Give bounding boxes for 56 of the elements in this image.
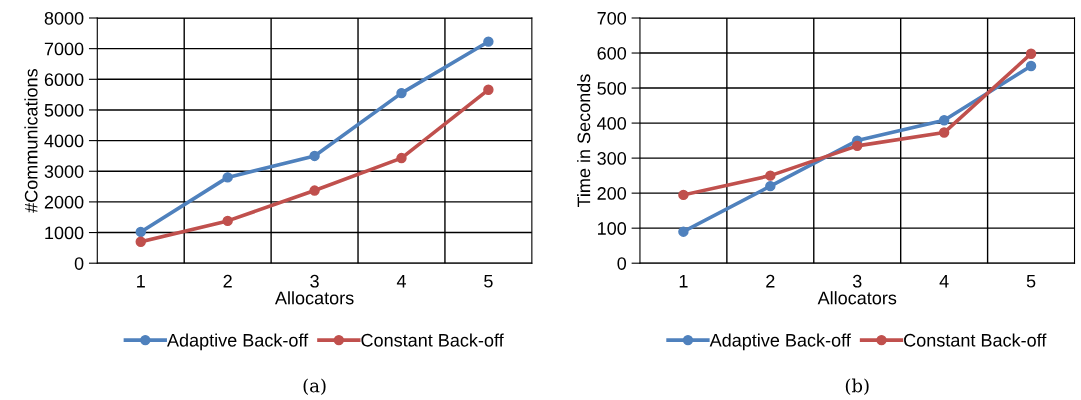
x-tick-label: 1: [679, 274, 688, 288]
y-tick-label: 6000: [44, 73, 84, 87]
point: [765, 180, 776, 192]
x-tick-label: 2: [766, 274, 775, 288]
legend-label: Adaptive Back-off: [709, 333, 851, 351]
y-tick-label: 0: [617, 257, 627, 270]
y-tick-label: 4000: [44, 134, 84, 148]
x-tick-label: 1: [137, 274, 145, 288]
y-axis-title: #Communications: [24, 68, 38, 213]
point: [483, 84, 494, 95]
y-tick-label: 5000: [44, 103, 84, 117]
y-tick-label: 200: [597, 187, 627, 200]
legend-label: Adaptive Back-off: [167, 333, 309, 351]
point: [309, 185, 320, 196]
y-tick-label: 0: [74, 257, 84, 270]
point: [222, 215, 233, 227]
legend-label: Constant Back-off: [904, 333, 1047, 347]
point: [222, 172, 233, 183]
x-axis-title: Allocators: [274, 291, 354, 305]
y-tick-label: 8000: [44, 11, 84, 25]
text: (b): [845, 378, 869, 395]
y-tick-label: 500: [597, 81, 627, 95]
point: [1025, 60, 1037, 72]
y-tick-label: 300: [597, 152, 627, 165]
point: [852, 140, 863, 152]
point: [765, 170, 776, 181]
point: [678, 189, 689, 201]
point: [135, 226, 146, 238]
point: [938, 127, 950, 138]
y-tick-label: 3000: [44, 165, 84, 178]
point: [396, 87, 407, 99]
y-tick-label: 7000: [44, 42, 84, 56]
point: [1025, 48, 1037, 59]
y-tick-label: 700: [597, 11, 627, 25]
y-tick-label: 400: [597, 117, 627, 130]
x-tick-label: 3: [310, 274, 319, 288]
point: [678, 226, 689, 237]
x-tick-label: 3: [852, 274, 862, 288]
x-tick-label: 5: [1026, 274, 1036, 288]
y-axis-title: Time in Seconds: [577, 74, 591, 208]
x-tick-label: 2: [223, 274, 232, 288]
x-tick-label: 4: [396, 274, 406, 288]
y-tick-label: 100: [598, 222, 627, 235]
x-axis-title: Allocators: [817, 291, 897, 305]
point: [483, 36, 494, 47]
legend-label: Constant Back-off: [361, 333, 504, 347]
y-tick-label: 2000: [44, 195, 84, 209]
point: [135, 236, 146, 247]
point: [309, 150, 320, 162]
x-tick-label: 4: [939, 274, 949, 288]
y-tick-label: 1000: [45, 226, 84, 240]
y-tick-label: 600: [597, 46, 627, 60]
text: (a): [303, 378, 326, 395]
point: [938, 115, 950, 126]
x-tick-label: 5: [484, 274, 493, 288]
point: [396, 152, 407, 164]
